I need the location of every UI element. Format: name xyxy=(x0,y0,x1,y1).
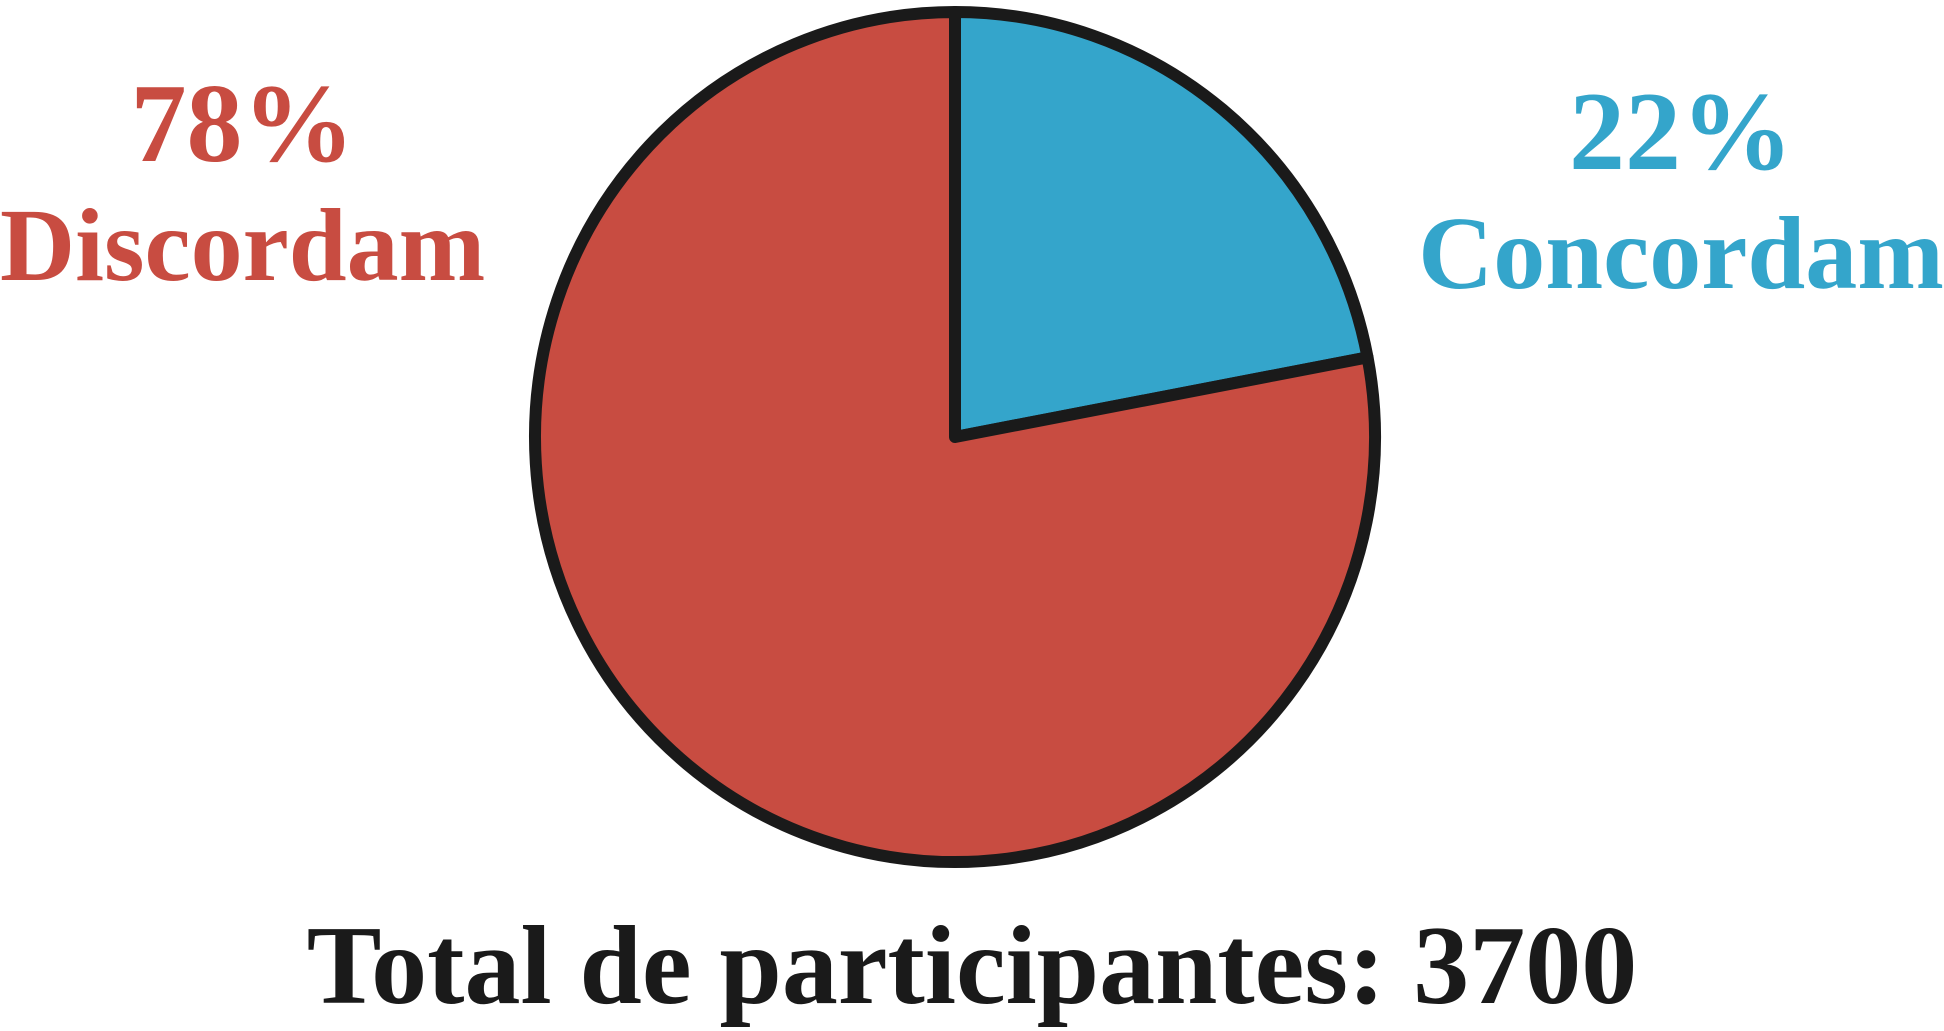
pie-slice-discordam xyxy=(529,6,1381,868)
slice-percent-discordam: 78% xyxy=(130,62,355,186)
slice-name-concordam: Concordam xyxy=(1418,196,1944,311)
slice-percent-concordam: 22% xyxy=(1569,70,1793,194)
slice-label-discordam: 78% Discordam xyxy=(0,68,485,298)
slice-label-concordam: 22% Concordam xyxy=(1418,76,1944,306)
slice-name-discordam: Discordam xyxy=(0,188,486,303)
total-participants-label: Total de participantes: 3700 xyxy=(306,904,1638,1028)
pie-slice-concordam xyxy=(949,6,1374,443)
